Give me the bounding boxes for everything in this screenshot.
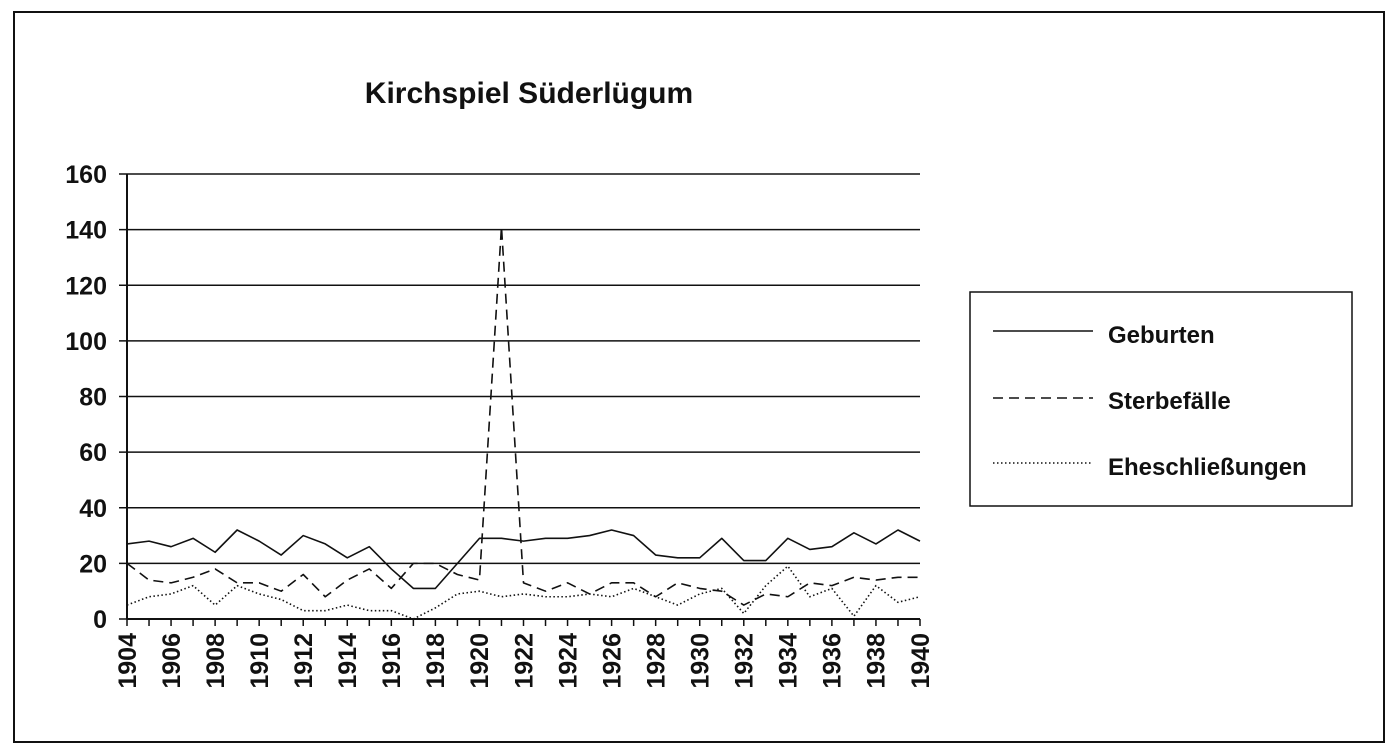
x-tick-label: 1924: [554, 633, 582, 689]
legend: Geburten Sterbefälle Eheschließungen: [969, 291, 1353, 507]
x-tick-label: 1934: [775, 633, 803, 689]
x-tick-label: 1938: [863, 633, 891, 689]
y-tick-label: 120: [65, 272, 107, 300]
x-axis-ticks: 1904 1906 1908 1910 1912 1914 1916 1918 1920 1922…: [114, 619, 935, 689]
legend-box: [969, 291, 1353, 507]
series-line-geburten: [126, 529, 921, 590]
y-tick-label: 20: [79, 550, 107, 578]
x-tick-label: 1936: [819, 633, 847, 689]
y-tick-label: 160: [65, 161, 107, 189]
data-series: [126, 226, 921, 620]
x-tick-label: 1910: [246, 633, 274, 689]
y-tick-label: 140: [65, 217, 107, 245]
x-tick-label: 1922: [510, 633, 538, 689]
chart-title: Kirchspiel Süderlügum: [365, 77, 693, 110]
x-tick-label: 1932: [731, 633, 759, 689]
legend-label-sterbefaelle: Sterbefälle: [1108, 388, 1231, 415]
gridlines: [127, 173, 920, 565]
x-tick-label: 1928: [642, 633, 670, 689]
x-tick-label: 1930: [686, 633, 714, 689]
legend-label-geburten: Geburten: [1108, 322, 1215, 349]
y-tick-label: 80: [79, 384, 107, 412]
x-tick-label: 1916: [378, 633, 406, 689]
y-tick-label: 100: [65, 328, 107, 356]
y-tick-label: 0: [93, 606, 107, 634]
x-tick-label: 1940: [907, 633, 935, 689]
x-tick-label: 1906: [158, 633, 186, 689]
chart-frame: [13, 11, 1385, 743]
y-tick-label: 60: [79, 439, 107, 467]
y-axis-ticks: 0 20 40 60 80 100 120 140 160: [65, 161, 127, 634]
legend-label-eheschliessungen: Eheschließungen: [1108, 454, 1307, 481]
x-tick-label: 1912: [290, 633, 318, 689]
x-tick-label: 1904: [114, 633, 142, 689]
x-tick-label: 1914: [334, 633, 362, 689]
series-line-sterbefaelle: [126, 226, 920, 606]
x-tick-label: 1918: [422, 633, 450, 689]
x-tick-label: 1920: [466, 633, 494, 689]
y-tick-label: 40: [79, 495, 107, 523]
x-tick-label: 1926: [598, 633, 626, 689]
x-tick-label: 1908: [202, 633, 230, 689]
